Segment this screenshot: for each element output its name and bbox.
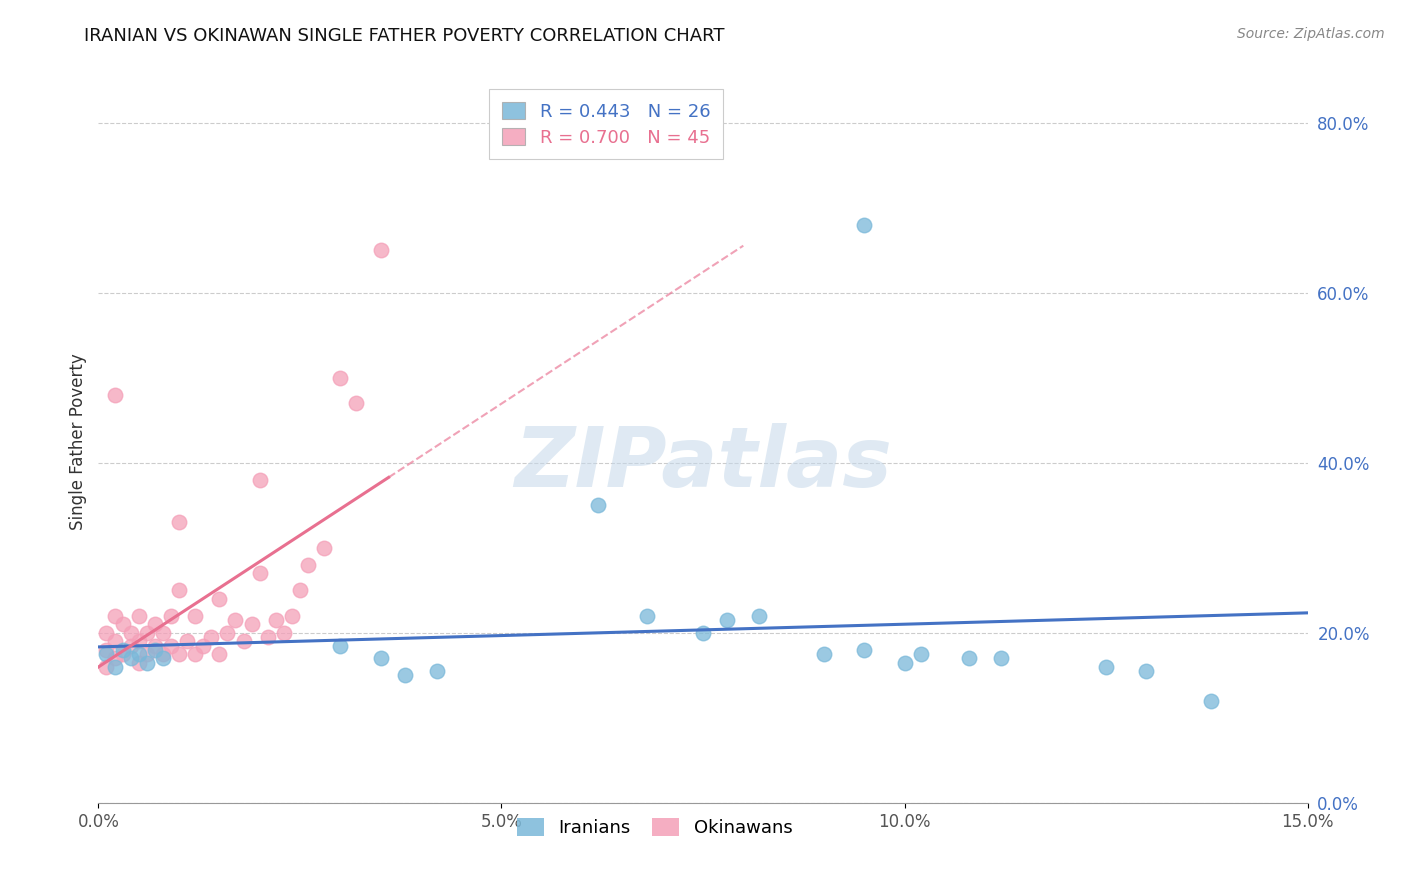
Point [103,388,125,402]
Point [288,583,311,598]
Point [636,608,658,623]
Point [96,642,118,657]
Point [128,647,150,661]
Point [297,558,319,572]
Text: IRANIAN VS OKINAWAN SINGLE FATHER POVERTY CORRELATION CHART: IRANIAN VS OKINAWAN SINGLE FATHER POVERT… [84,27,725,45]
Point [167,647,190,661]
Point [344,396,367,410]
Point [1199,694,1222,708]
Point [167,583,190,598]
Text: ZIPatlas: ZIPatlas [515,423,891,504]
Point [208,647,231,661]
Point [128,634,150,648]
Point [120,639,142,653]
Y-axis label: Single Father Poverty: Single Father Poverty [69,353,87,530]
Point [716,613,738,627]
Point [143,639,166,653]
Point [103,608,125,623]
Point [111,642,134,657]
Legend: Iranians, Okinawans: Iranians, Okinawans [509,811,800,845]
Point [208,591,231,606]
Point [103,651,125,665]
Point [224,613,246,627]
Point [264,613,287,627]
Point [748,608,770,623]
Point [232,634,254,648]
Point [111,647,134,661]
Point [184,647,207,661]
Point [143,617,166,632]
Point [329,639,352,653]
Point [1095,660,1118,674]
Point [193,639,215,653]
Point [692,625,714,640]
Point [586,498,609,512]
Point [96,625,118,640]
Point [167,516,190,530]
Point [160,639,183,653]
Point [426,664,449,678]
Point [240,617,263,632]
Point [329,371,352,385]
Point [143,642,166,657]
Point [120,651,142,665]
Point [256,630,278,644]
Point [394,668,416,682]
Point [135,647,157,661]
Point [152,647,174,661]
Point [152,651,174,665]
Point [160,608,183,623]
Point [111,617,134,632]
Point [184,608,207,623]
Point [893,656,915,670]
Point [314,541,336,555]
Point [1135,664,1157,678]
Point [152,625,174,640]
Point [249,566,271,581]
Point [96,647,118,661]
Point [103,634,125,648]
Point [176,634,198,648]
Point [128,656,150,670]
Point [853,642,876,657]
Point [128,608,150,623]
Point [370,244,392,258]
Point [853,218,876,232]
Point [273,625,295,640]
Point [957,651,980,665]
Point [135,625,157,640]
Point [813,647,835,661]
Point [217,625,239,640]
Point [281,608,304,623]
Point [990,651,1012,665]
Point [103,660,125,674]
Point [249,473,271,487]
Point [200,630,222,644]
Point [135,656,157,670]
Text: Source: ZipAtlas.com: Source: ZipAtlas.com [1237,27,1385,41]
Point [910,647,932,661]
Point [120,625,142,640]
Point [96,660,118,674]
Point [370,651,392,665]
